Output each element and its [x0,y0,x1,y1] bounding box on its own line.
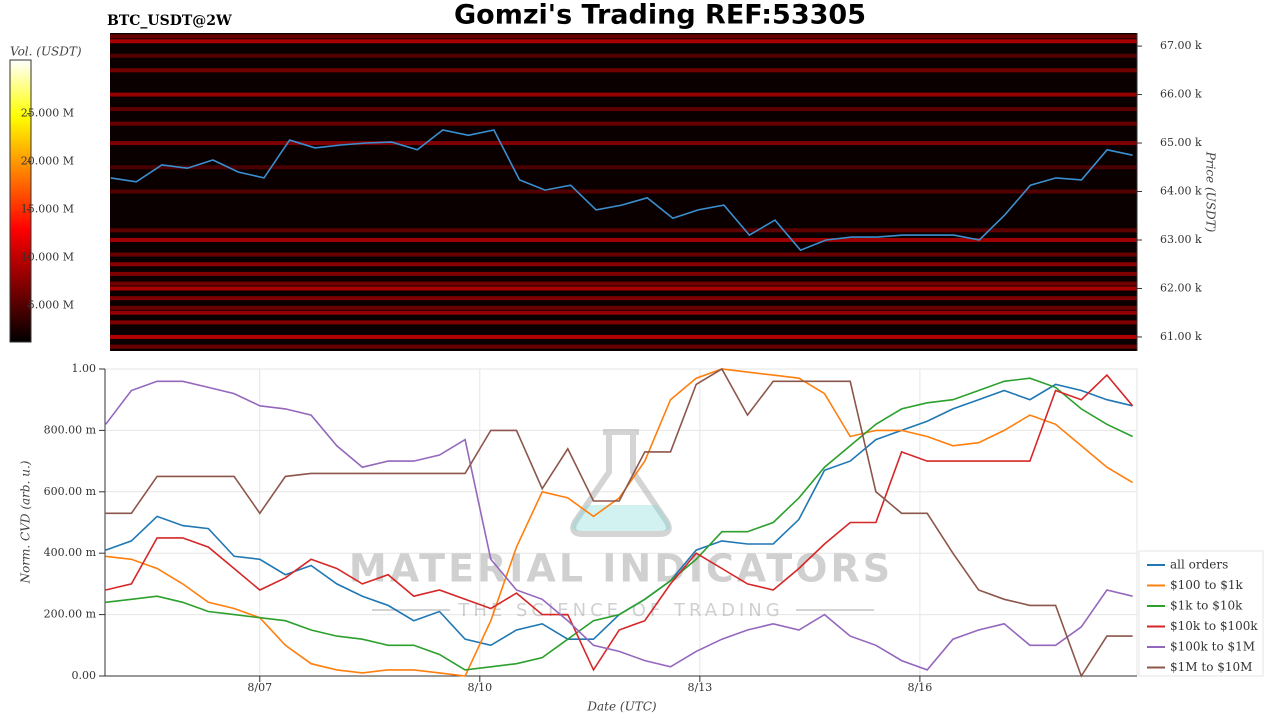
liquidity-band [110,296,1137,301]
liquidity-band [110,252,1137,257]
liquidity-band [110,121,1137,126]
colorbar-tick-label: 20.000 M [21,155,74,168]
legend-label: $100 to $1k [1170,578,1243,592]
y-tick-label: 61.00 k [1160,330,1202,343]
liquidity-band [110,271,1137,276]
liquidity-band [110,165,1137,170]
legend-label: $10k to $100k [1170,619,1258,633]
y-axis-label: Price (USDT) [1204,151,1218,233]
plot-area [104,368,1138,677]
y-tick-label: 65.00 k [1160,136,1202,149]
y-tick-label: 67.00 k [1160,39,1202,52]
y-tick-label: 600.00 m [44,485,97,498]
liquidity-band [110,334,1137,339]
colorbar-tick-label: 5.000 M [28,299,74,312]
y-tick-label: 66.00 k [1160,88,1202,101]
colorbar-tick-label: 25.000 M [21,107,74,120]
liquidity-band [110,286,1137,291]
chart-title: Gomzi's Trading REF:53305 [454,0,866,31]
watermark: MATERIAL INDICATORS [349,547,893,591]
y-tick-label: 62.00 k [1160,281,1202,294]
liquidity-band [110,189,1137,194]
subtitle: BTC_USDT@2W [107,13,232,29]
colorbar-tick-label: 15.000 M [21,203,74,216]
liquidity-band [110,53,1137,58]
series-line [105,380,1133,671]
liquidity-band [110,262,1137,267]
legend-label: $1k to $10k [1170,599,1243,613]
liquidity-band [110,228,1137,233]
colorbar-label: Vol. (USDT) [10,45,82,59]
y-tick-label: 400.00 m [44,546,97,559]
watermark-subtitle: THE SCIENCE OF TRADING [457,600,783,621]
y-tick-label: 800.00 m [44,423,97,436]
y-tick-label: 63.00 k [1160,233,1202,246]
series-line [105,373,1134,672]
x-tick-label: 8/13 [687,681,712,694]
series-line [105,377,1133,671]
watermark-flask [570,429,672,537]
y-tick-label: 200.00 m [44,608,97,621]
legend-box [1138,550,1264,677]
y-axis-label: Norm. CVD (arb. u.) [19,460,33,584]
x-tick-label: 8/10 [467,681,492,694]
liquidity-band [110,305,1137,310]
liquidity-band [110,68,1137,73]
series-line [105,367,1133,678]
liquidity-band [110,141,1137,146]
price-line [110,129,1133,252]
legend-label: $1M to $10M [1170,660,1252,674]
liquidity-band [110,310,1137,315]
x-tick-label: 8/16 [908,681,933,694]
liquidity-band [110,281,1137,286]
liquidity-band [110,344,1137,349]
colorbar [9,59,32,343]
legend-label: all orders [1170,558,1228,572]
x-tick-label: 8/07 [247,681,272,694]
liquidity-band [110,34,1137,39]
watermark-liquid [571,505,671,531]
liquidity-band [110,39,1137,44]
x-axis-label: Date (UTC) [586,700,656,714]
liquidity-band [110,107,1137,112]
liquidity-band [110,237,1137,242]
liquidity-band [110,320,1137,325]
legend-label: $100k to $1M [1170,640,1255,654]
colorbar-tick-label: 10.000 M [21,251,74,264]
liquidity-band [110,92,1137,97]
series-line [105,368,1134,677]
y-tick-label: 1.00 [72,362,97,375]
y-tick-label: 0.00 [72,669,97,682]
y-tick-label: 64.00 k [1160,185,1202,198]
